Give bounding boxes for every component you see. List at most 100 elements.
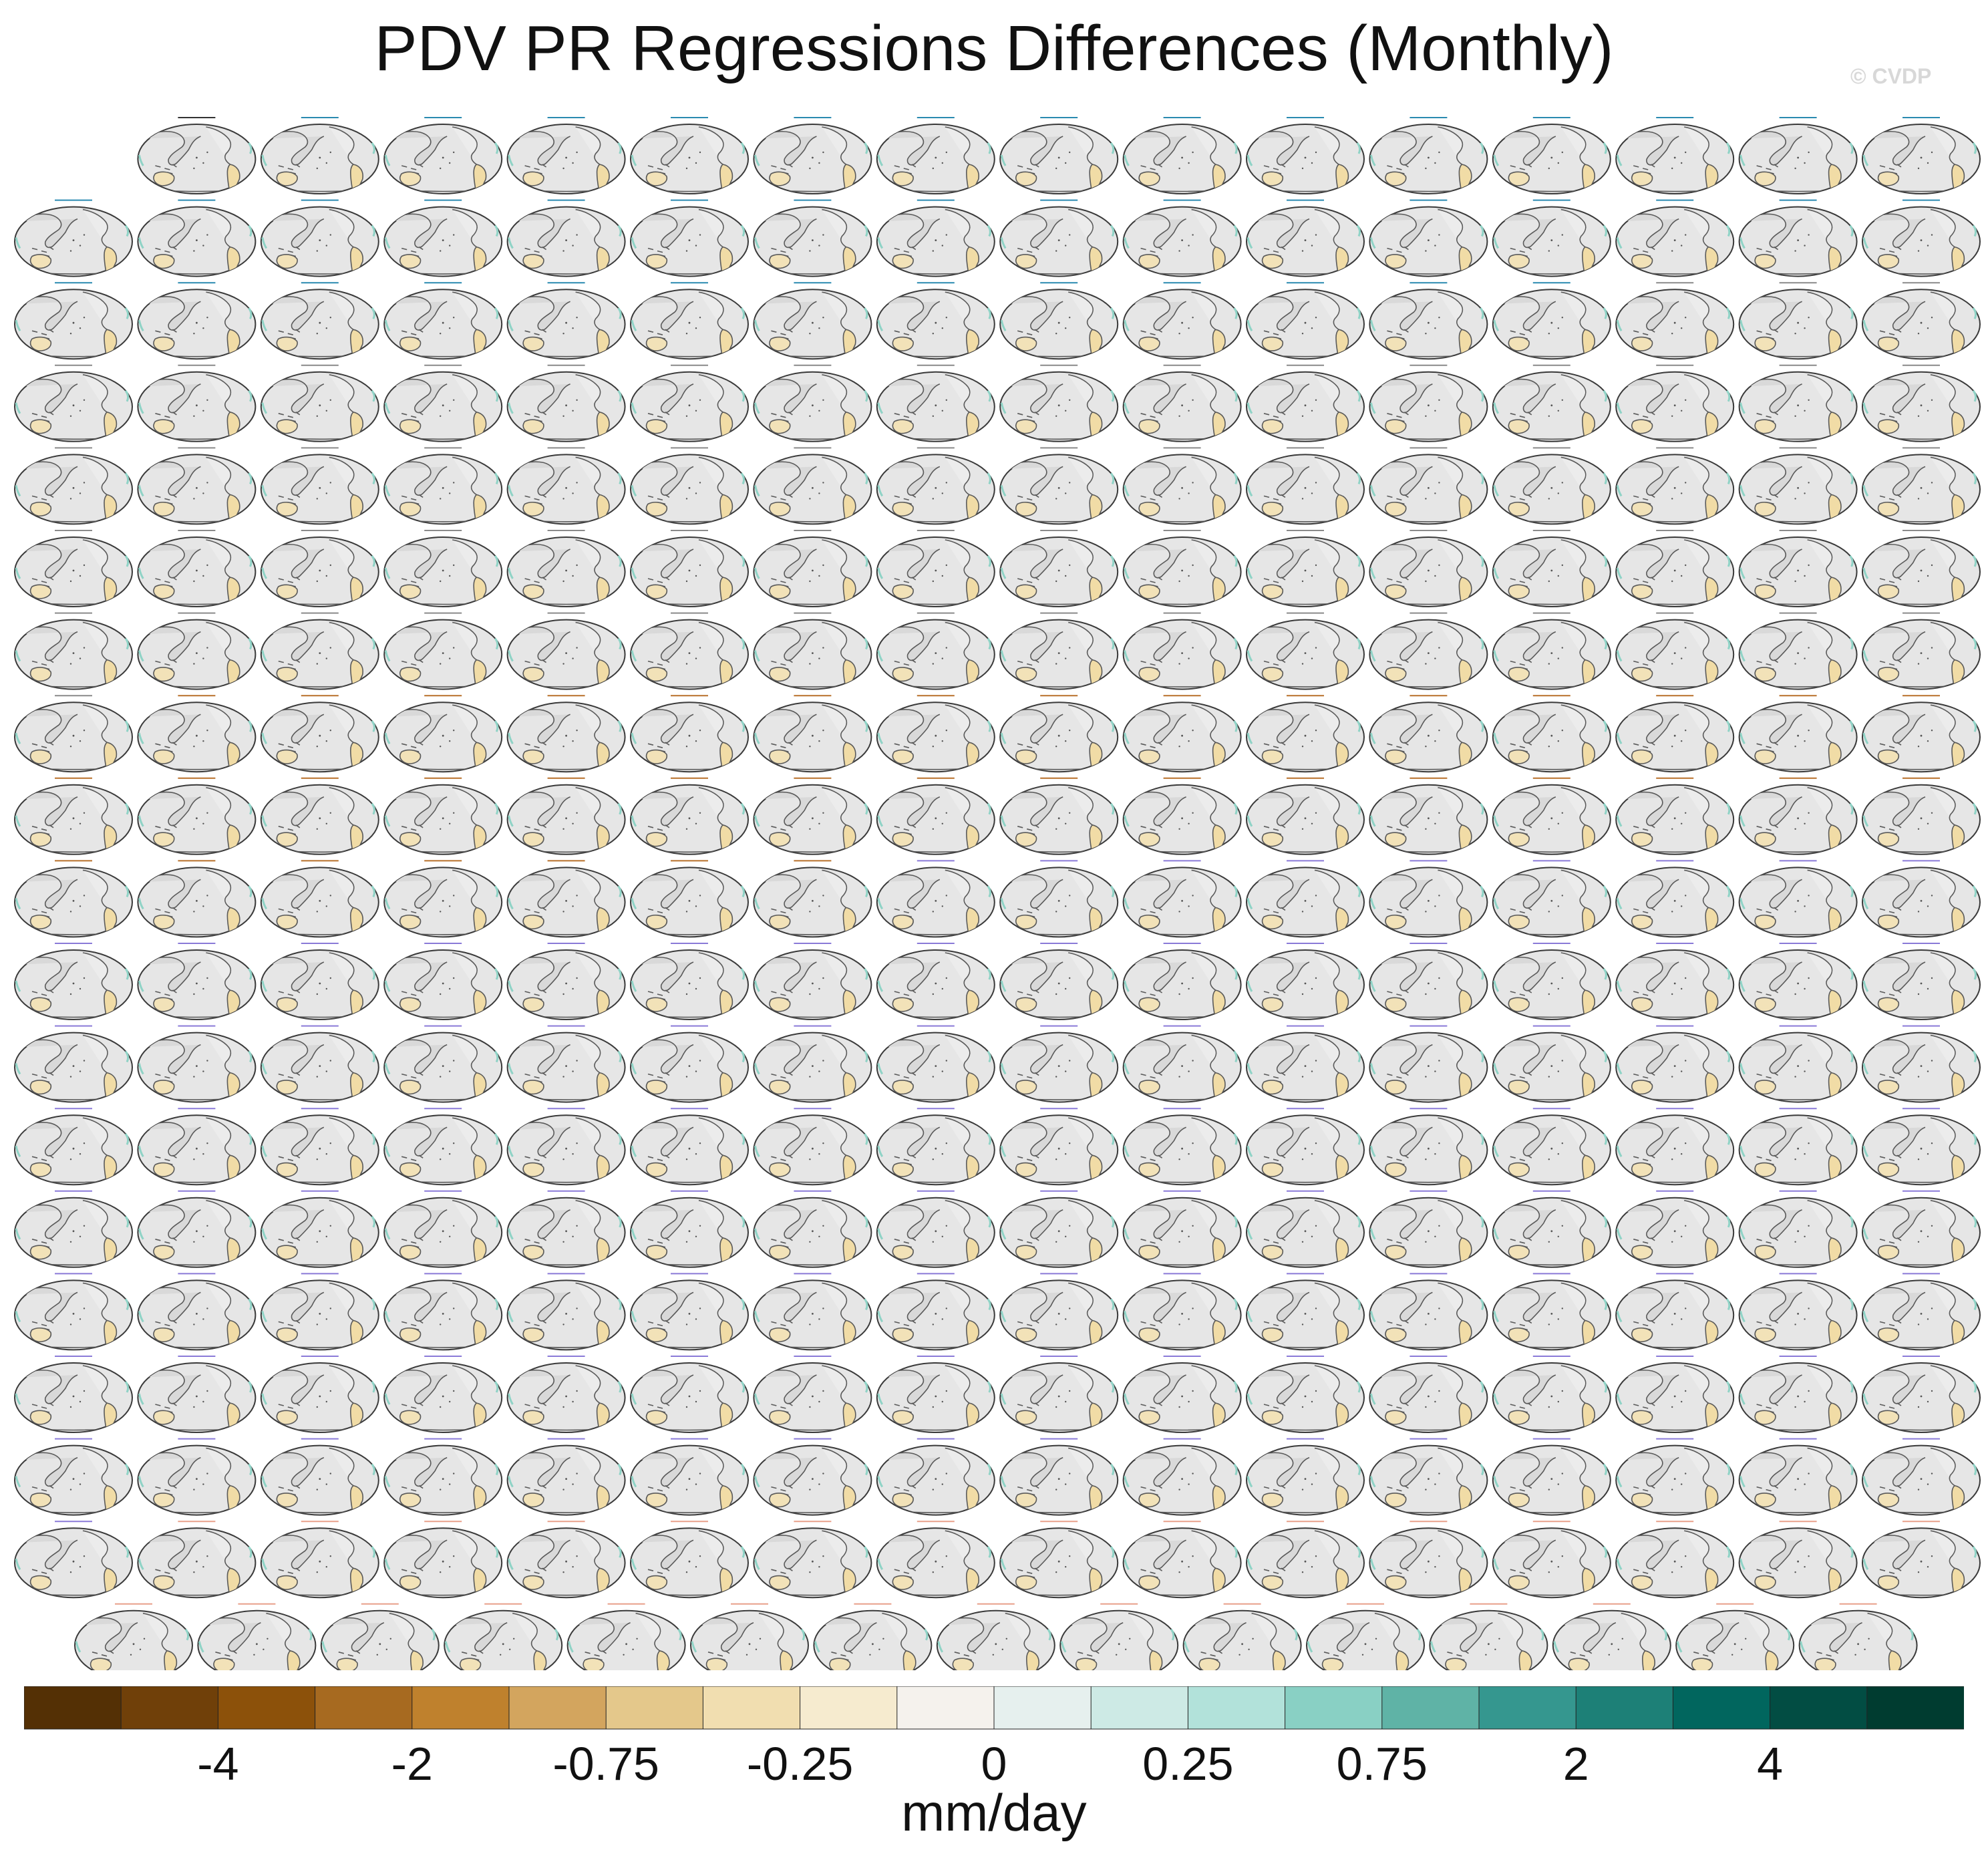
map-panel bbox=[138, 860, 255, 937]
map-panel bbox=[138, 364, 255, 442]
map-panel bbox=[15, 1190, 132, 1267]
map-panel bbox=[1369, 860, 1487, 937]
map-panel bbox=[1247, 1025, 1364, 1102]
map-panel bbox=[15, 447, 132, 524]
map-panel bbox=[1000, 1438, 1118, 1515]
colorbar-swatch bbox=[411, 1686, 510, 1730]
map-panel bbox=[1000, 1108, 1118, 1185]
map-panel bbox=[1616, 860, 1733, 937]
map-panel bbox=[444, 1603, 562, 1670]
map-panel bbox=[1247, 1108, 1364, 1185]
map-panel bbox=[198, 1603, 315, 1670]
map-panel bbox=[1000, 1356, 1118, 1432]
map-panel bbox=[384, 199, 502, 277]
map-panel bbox=[877, 695, 995, 772]
map-panel bbox=[1247, 860, 1364, 937]
map-panel bbox=[1000, 943, 1118, 1020]
map-panel bbox=[508, 943, 625, 1020]
map-panel bbox=[75, 1603, 192, 1670]
map-panel bbox=[754, 777, 871, 855]
map-panel bbox=[1862, 1438, 1980, 1515]
map-panel bbox=[384, 282, 502, 359]
map-panel bbox=[508, 612, 625, 689]
map-panel bbox=[261, 943, 379, 1020]
map-panel bbox=[1124, 1438, 1241, 1515]
map-panel bbox=[261, 530, 379, 607]
map-panel bbox=[261, 1273, 379, 1350]
map-panel bbox=[1000, 860, 1118, 937]
map-panel bbox=[15, 1356, 132, 1432]
map-panel bbox=[15, 364, 132, 442]
colorbar-tick-labels: -4 -2 -0.75 -0.25 0 0.25 0.75 2 4 bbox=[0, 1737, 1988, 1791]
map-panel bbox=[321, 1603, 439, 1670]
map-panel bbox=[631, 943, 748, 1020]
map-panel bbox=[1862, 612, 1980, 689]
map-panel bbox=[1369, 612, 1487, 689]
map-panel bbox=[1616, 1025, 1733, 1102]
map-panel bbox=[508, 1521, 625, 1597]
map-panel bbox=[754, 1108, 871, 1185]
map-panel bbox=[877, 943, 995, 1020]
map-panel bbox=[15, 199, 132, 277]
map-panel bbox=[1369, 117, 1487, 194]
map-panel bbox=[1247, 612, 1364, 689]
map-panel bbox=[754, 860, 871, 937]
map-panel bbox=[1307, 1603, 1424, 1670]
colorbar bbox=[24, 1686, 1964, 1730]
map-panel bbox=[1740, 530, 1857, 607]
colorbar-swatch bbox=[800, 1686, 898, 1730]
map-panel bbox=[508, 447, 625, 524]
map-panel bbox=[754, 1025, 871, 1102]
colorbar-swatch bbox=[605, 1686, 704, 1730]
map-panel bbox=[631, 1108, 748, 1185]
map-panel bbox=[1740, 777, 1857, 855]
map-panel bbox=[1740, 860, 1857, 937]
map-panel bbox=[631, 282, 748, 359]
map-panel bbox=[1740, 1108, 1857, 1185]
map-panel bbox=[1124, 1190, 1241, 1267]
map-panel bbox=[508, 1108, 625, 1185]
map-panel bbox=[138, 1025, 255, 1102]
map-panel bbox=[261, 695, 379, 772]
map-panel bbox=[261, 1190, 379, 1267]
map-panel bbox=[1369, 1273, 1487, 1350]
map-panel bbox=[1493, 447, 1611, 524]
map-panel bbox=[261, 860, 379, 937]
map-panel bbox=[15, 695, 132, 772]
map-panel bbox=[1616, 612, 1733, 689]
map-panel bbox=[877, 1025, 995, 1102]
map-panel bbox=[1493, 1438, 1611, 1515]
map-panel bbox=[261, 1438, 379, 1515]
map-panel bbox=[138, 530, 255, 607]
map-panel bbox=[1862, 1025, 1980, 1102]
map-panel bbox=[877, 1438, 995, 1515]
map-panel bbox=[1740, 199, 1857, 277]
map-panel bbox=[1369, 282, 1487, 359]
map-panel bbox=[1369, 943, 1487, 1020]
map-panel bbox=[15, 943, 132, 1020]
map-panel bbox=[138, 943, 255, 1020]
map-panel bbox=[1493, 530, 1611, 607]
map-panel bbox=[1124, 282, 1241, 359]
map-panel bbox=[138, 1273, 255, 1350]
map-panel bbox=[1000, 1025, 1118, 1102]
map-panel bbox=[1740, 282, 1857, 359]
map-panel bbox=[1369, 1025, 1487, 1102]
map-panel bbox=[1124, 117, 1241, 194]
map-panel bbox=[261, 1025, 379, 1102]
map-panel bbox=[631, 612, 748, 689]
map-panel bbox=[1124, 943, 1241, 1020]
colorbar-swatch bbox=[1866, 1686, 1964, 1730]
map-panel bbox=[508, 199, 625, 277]
map-panel bbox=[138, 777, 255, 855]
map-panel bbox=[508, 530, 625, 607]
map-panel bbox=[1000, 1521, 1118, 1597]
colorbar-tick-label: 2 bbox=[1562, 1738, 1589, 1790]
map-panel bbox=[1862, 943, 1980, 1020]
map-panel bbox=[754, 1190, 871, 1267]
map-panel bbox=[1862, 447, 1980, 524]
map-panel bbox=[1000, 199, 1118, 277]
map-panel bbox=[754, 1438, 871, 1515]
figure-title: PDV PR Regressions Differences (Monthly) bbox=[374, 13, 1614, 84]
colorbar-swatch bbox=[1672, 1686, 1771, 1730]
